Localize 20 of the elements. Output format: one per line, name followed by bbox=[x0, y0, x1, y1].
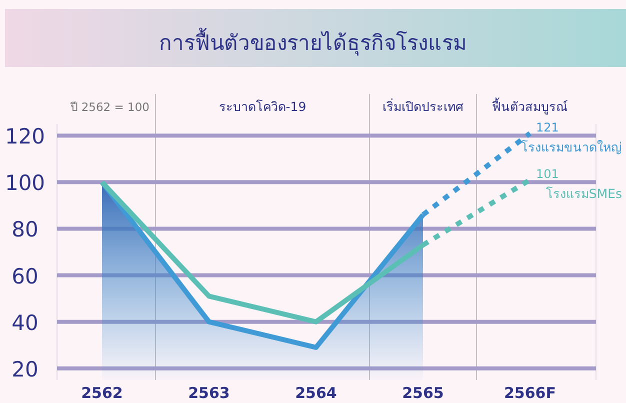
y-tick-label: 40 bbox=[12, 310, 38, 335]
text: เริ่มเปิดประเทศ bbox=[382, 98, 464, 114]
data-label: 121 bbox=[536, 120, 559, 134]
text: ฟื้นตัวสมบูรณ์ bbox=[492, 97, 568, 115]
series-label: โรงแรมขนาดใหญ่ bbox=[521, 139, 622, 154]
y-tick-label: 80 bbox=[12, 218, 38, 242]
x-tick-label: 2562 bbox=[81, 384, 123, 402]
x-tick-label: 2566F bbox=[504, 384, 556, 402]
x-tick-label: 2564 bbox=[295, 384, 337, 402]
data-label: 101 bbox=[536, 166, 559, 181]
y-tick-label: 100 bbox=[4, 171, 46, 196]
text: ปี 2562 = 100 bbox=[70, 100, 150, 114]
y-tick-label: 120 bbox=[4, 124, 46, 149]
y-tick-label: 20 bbox=[12, 357, 38, 382]
x-tick-label: 2565 bbox=[402, 384, 444, 402]
y-tick-label: 60 bbox=[12, 264, 38, 288]
text: ระบาดโควิด-19 bbox=[218, 99, 306, 114]
series-label: โรงแรมSMEs bbox=[546, 186, 622, 201]
x-tick-label: 2563 bbox=[188, 384, 230, 402]
chart-title: การฟื้นตัวของรายได้ธุรกิจโรงแรม bbox=[159, 28, 467, 56]
